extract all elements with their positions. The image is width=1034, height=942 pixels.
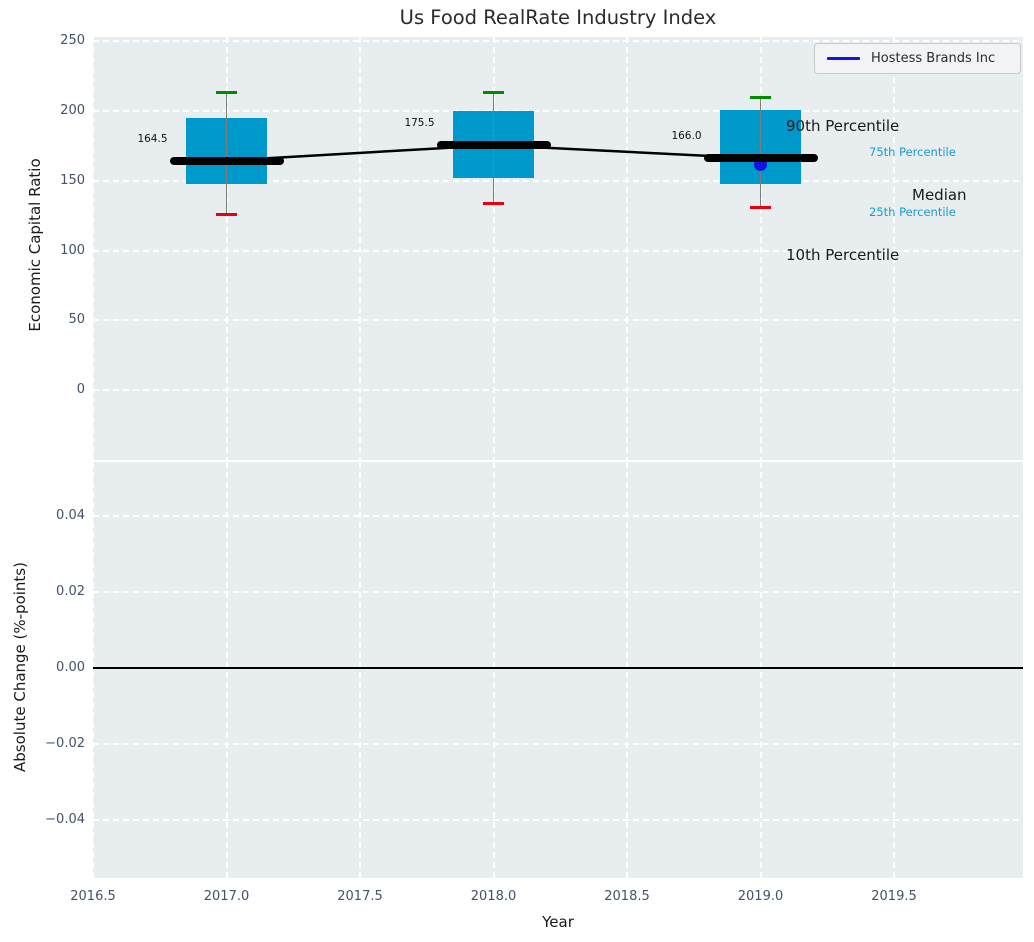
- x-tick-label: 2016.5: [70, 889, 116, 904]
- x-tick-label: 2019.5: [871, 889, 917, 904]
- median-value-label: 175.5: [404, 117, 435, 130]
- whisker-line: [225, 92, 228, 215]
- horizontal-gridline: [93, 514, 1023, 517]
- zero-reference-line: [93, 667, 1023, 669]
- vertical-gridline: [626, 462, 628, 878]
- vertical-gridline: [759, 37, 762, 460]
- horizontal-gridline: [93, 319, 1023, 322]
- x-tick-label: 2018.0: [470, 889, 517, 904]
- vertical-gridline: [893, 462, 895, 878]
- median-line: [169, 156, 284, 165]
- vertical-gridline: [92, 37, 94, 460]
- whisker-line: [759, 97, 762, 208]
- horizontal-gridline: [93, 590, 1023, 593]
- x-tick-label: 2017.0: [203, 889, 250, 904]
- horizontal-gridline: [93, 389, 1023, 392]
- y-tick-label: 0.04: [56, 507, 85, 523]
- percentile-annotation: 90th Percentile: [786, 117, 900, 135]
- vertical-gridline: [492, 462, 495, 878]
- vertical-gridline: [359, 37, 361, 460]
- vertical-gridline: [359, 462, 361, 878]
- legend-series-label: Hostess Brands Inc: [871, 51, 996, 66]
- y-tick-label: 0: [76, 382, 85, 398]
- whisker-cap-low: [750, 205, 771, 209]
- vertical-gridline: [893, 37, 895, 460]
- top-subplot-area: 164.5 175.5 166.0 90th Percentile 75th Perce…: [92, 37, 1023, 460]
- vertical-gridline: [225, 37, 228, 460]
- vertical-gridline: [626, 37, 628, 460]
- median-value-label: 166.0: [671, 130, 702, 143]
- whisker-cap-low: [483, 201, 504, 205]
- horizontal-gridline: [93, 40, 1023, 43]
- chart-title: Us Food RealRate Industry Index: [399, 6, 717, 29]
- y-tick-label: 250: [60, 33, 85, 49]
- percentile-annotation: 75th Percentile: [869, 145, 956, 159]
- whisker-cap-high: [483, 91, 504, 95]
- horizontal-gridline: [93, 179, 1023, 182]
- bottom-subplot-area: [92, 462, 1023, 878]
- whisker-cap-high: [750, 95, 771, 99]
- x-tick-label: 2019.0: [737, 889, 784, 904]
- whisker-cap-low: [216, 212, 237, 216]
- vertical-gridline: [92, 462, 94, 878]
- x-tick-label: 2017.5: [337, 889, 383, 904]
- vertical-gridline: [759, 462, 762, 878]
- median-value-label: 164.5: [137, 132, 168, 145]
- median-line: [436, 141, 551, 150]
- horizontal-gridline: [93, 742, 1023, 745]
- y-tick-label: 150: [60, 172, 85, 188]
- y-tick-label: 50: [68, 312, 85, 328]
- x-axis-label: Year: [542, 913, 574, 931]
- horizontal-gridline: [93, 109, 1023, 112]
- percentile-annotation: Median: [912, 186, 967, 204]
- y-tick-label: −0.02: [45, 735, 85, 751]
- percentile-annotation: 25th Percentile: [869, 205, 956, 219]
- horizontal-gridline: [93, 249, 1023, 252]
- y-tick-label: 0.02: [56, 583, 85, 599]
- y-tick-label: −0.04: [45, 811, 85, 827]
- vertical-gridline: [225, 462, 228, 878]
- y-tick-label: 0.00: [56, 659, 85, 675]
- legend: Hostess Brands Inc: [814, 43, 1021, 74]
- median-line: [703, 154, 818, 163]
- x-tick-label: 2018.5: [604, 889, 650, 904]
- y-tick-label: 200: [60, 102, 85, 118]
- percentile-annotation: 10th Percentile: [786, 246, 900, 264]
- y-tick-label: 100: [60, 242, 85, 258]
- whisker-cap-high: [216, 91, 237, 95]
- vertical-gridline: [492, 37, 495, 460]
- horizontal-gridline: [93, 818, 1023, 821]
- legend-line-swatch: [827, 57, 860, 60]
